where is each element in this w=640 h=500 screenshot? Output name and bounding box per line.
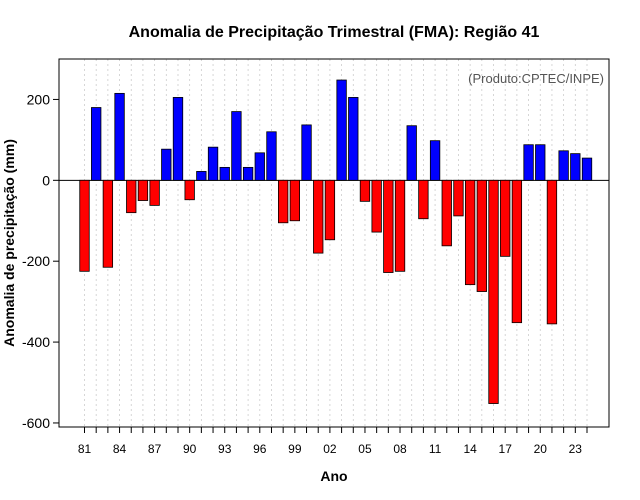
bar-2024	[581, 157, 593, 181]
bar-2000	[301, 124, 312, 181]
bar-2022	[558, 150, 569, 181]
x-tick-label: 02	[323, 442, 337, 456]
bar-2010	[418, 179, 429, 220]
bar-1993	[219, 166, 230, 181]
bar-2011	[429, 140, 441, 181]
y-tick-label: 200	[27, 91, 51, 107]
bar-2008	[394, 179, 406, 272]
x-tick-label: 11	[429, 442, 442, 456]
bar-1997	[266, 131, 277, 181]
bar-1996	[254, 152, 265, 181]
x-tick-label: 81	[78, 442, 92, 456]
bar-2015	[476, 179, 487, 292]
bar-1983	[102, 179, 114, 268]
bar-2017	[500, 179, 511, 257]
bar-2018	[511, 179, 523, 324]
bar-1985	[126, 179, 137, 214]
bar-2005	[359, 179, 371, 202]
bar-2001	[313, 179, 324, 254]
product-annotation: (Produto:CPTEC/INPE)	[468, 71, 604, 86]
y-axis-label: Anomalia de precipitação (mm)	[1, 139, 17, 347]
vertical-gridlines	[84, 59, 588, 427]
bar-1992	[207, 146, 219, 181]
bars	[79, 79, 593, 404]
bar-1991	[196, 171, 207, 181]
plot-frame	[58, 58, 610, 428]
bar-2006	[371, 179, 382, 233]
y-tick-label: -600	[22, 415, 50, 431]
bar-1987	[149, 179, 160, 206]
bar-1995	[242, 166, 254, 181]
x-tick-label: 84	[113, 442, 127, 456]
bar-2004	[348, 97, 359, 181]
x-axis-label: Ano	[320, 468, 347, 484]
x-tick-label: 23	[569, 442, 583, 456]
bar-1999	[289, 179, 300, 222]
bar-2009	[406, 125, 417, 181]
x-tick-label: 93	[218, 442, 232, 456]
bar-2020	[535, 144, 546, 181]
bar-2003	[336, 79, 347, 181]
bar-1982	[91, 107, 102, 181]
x-tick-label: 14	[463, 442, 477, 456]
x-tick-label: 08	[393, 442, 407, 456]
x-tick-label: 90	[183, 442, 197, 456]
x-axis: 81 84 87 90 93 96 99 02 05 08 11 14 17 20 23	[78, 426, 588, 456]
bar-1989	[172, 97, 184, 181]
y-tick-label: -400	[22, 334, 50, 350]
bar-1986	[137, 179, 149, 201]
bar-1981	[79, 179, 90, 272]
x-tick-label: 99	[288, 442, 302, 456]
bar-2023	[570, 153, 581, 181]
bar-2019	[523, 144, 534, 181]
y-tick-label: -200	[22, 253, 50, 269]
y-tick-label: 0	[42, 172, 50, 188]
bar-2013	[453, 179, 464, 217]
bar-2021	[546, 179, 558, 325]
x-tick-label: 96	[253, 442, 267, 456]
x-tick-label: 17	[499, 442, 513, 456]
bar-2016	[488, 179, 499, 404]
bar-2014	[464, 179, 476, 286]
bar-1984	[114, 92, 125, 181]
bar-1990	[184, 179, 195, 201]
bar-2002	[324, 179, 336, 241]
bar-2007	[383, 179, 394, 273]
bar-1998	[278, 179, 289, 224]
y-axis: -600 -400 -200 0 200	[22, 91, 60, 431]
x-tick-label: 05	[358, 442, 372, 456]
x-tick-label: 87	[148, 442, 162, 456]
chart-title: Anomalia de Precipitação Trimestral (FMA…	[129, 24, 540, 41]
bar-1988	[161, 148, 172, 181]
bar-1994	[231, 111, 242, 181]
x-tick-label: 20	[534, 442, 548, 456]
bar-2012	[441, 179, 452, 247]
